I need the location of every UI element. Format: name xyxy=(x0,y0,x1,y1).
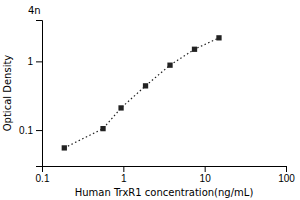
x-tick: 0.1 xyxy=(36,166,50,184)
fit-line xyxy=(64,38,219,148)
x-axis-line xyxy=(43,167,287,173)
x-axis: 0.1 1 10 100 xyxy=(36,166,296,184)
point xyxy=(62,145,67,150)
y-axis-line xyxy=(36,21,43,167)
x-tick-mark xyxy=(286,166,287,172)
x-tick-mark xyxy=(123,166,124,172)
plot-area: 0.11101000.11 xyxy=(19,21,295,185)
x-tick-mark xyxy=(205,166,206,172)
y-tick-label: 0.1 xyxy=(19,125,33,136)
chart: 0.11101000.11Human TrxR1 concentration(n… xyxy=(0,0,300,200)
marks xyxy=(62,35,222,150)
y-tick: 0.1 xyxy=(19,125,42,136)
y-tick-mark xyxy=(36,61,42,62)
x-tick-label: 1 xyxy=(121,173,127,184)
annotation: 4n xyxy=(28,5,41,16)
point xyxy=(143,83,148,88)
x-tick-label: 10 xyxy=(200,173,212,184)
x-tick: 10 xyxy=(200,166,212,184)
y-axis: 0.11 xyxy=(19,21,42,167)
point xyxy=(118,105,123,110)
point xyxy=(216,35,221,40)
y-tick: 1 xyxy=(27,56,42,67)
point xyxy=(192,47,197,52)
point xyxy=(100,126,105,131)
x-tick-label: 0.1 xyxy=(36,173,50,184)
x-axis-title: Human TrxR1 concentration(ng/mL) xyxy=(75,187,254,198)
x-tick: 100 xyxy=(278,166,295,184)
y-tick-mark xyxy=(36,130,42,131)
point xyxy=(167,63,172,68)
y-axis-title: Optical Density xyxy=(2,55,13,132)
x-tick-label: 100 xyxy=(278,173,295,184)
x-tick: 1 xyxy=(121,166,127,184)
y-tick-label: 1 xyxy=(27,56,33,67)
